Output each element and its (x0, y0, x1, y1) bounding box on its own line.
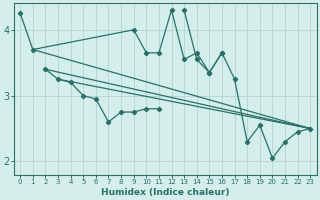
X-axis label: Humidex (Indice chaleur): Humidex (Indice chaleur) (101, 188, 229, 197)
